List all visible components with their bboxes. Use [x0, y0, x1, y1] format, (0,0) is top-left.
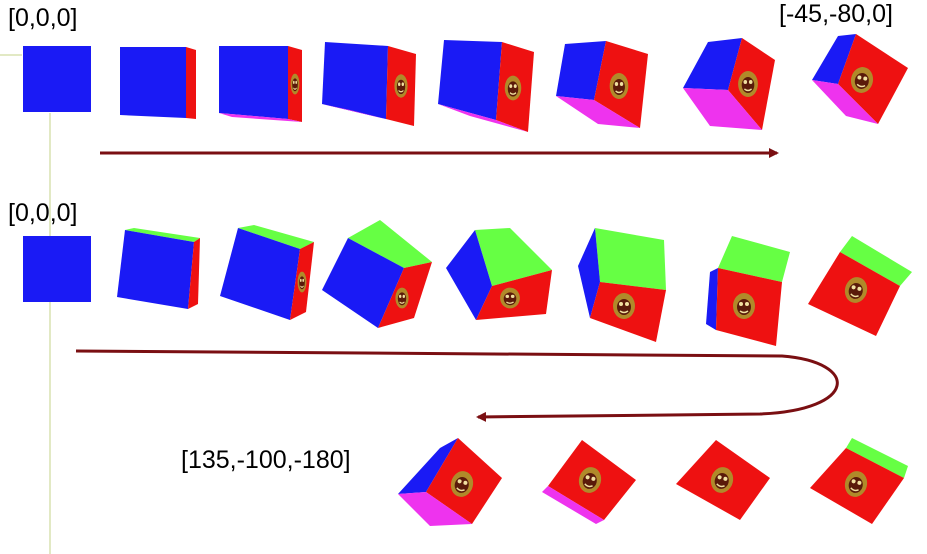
row1-cube-4 — [322, 42, 416, 126]
row3-cube-4 — [810, 438, 908, 524]
row2-cube-3 — [220, 225, 314, 320]
row2-cube-4 — [322, 220, 432, 328]
row2-cube-8 — [808, 236, 912, 336]
row3-end-label: [135,-100,-180] — [181, 446, 351, 474]
row2-cube-5 — [446, 228, 552, 320]
row1-cubes — [23, 34, 908, 132]
row2-cubes — [23, 220, 912, 346]
row2-cube-7 — [706, 236, 790, 346]
row1-cube-2 — [120, 47, 196, 119]
row2-cube-2 — [117, 228, 200, 309]
row3-cube-3 — [676, 440, 770, 520]
row1-cube-7 — [683, 38, 775, 130]
row3-cube-1 — [398, 438, 502, 526]
row3-cubes — [398, 438, 908, 526]
row1-start-label: [0,0,0] — [8, 4, 78, 32]
row1-cube-5 — [438, 40, 534, 132]
row1-cube-6 — [556, 41, 648, 128]
row1-end-label: [-45,-80,0] — [779, 0, 893, 28]
row2-cube-6 — [578, 228, 666, 342]
row1-cube-8 — [812, 34, 908, 124]
row2-start-label: [0,0,0] — [8, 199, 78, 227]
row2-arrow — [75, 349, 839, 422]
row2-cube-1 — [23, 236, 91, 302]
row3-cube-2 — [542, 440, 636, 524]
row1-cube-1 — [23, 46, 91, 112]
row1-cube-3 — [219, 46, 302, 122]
